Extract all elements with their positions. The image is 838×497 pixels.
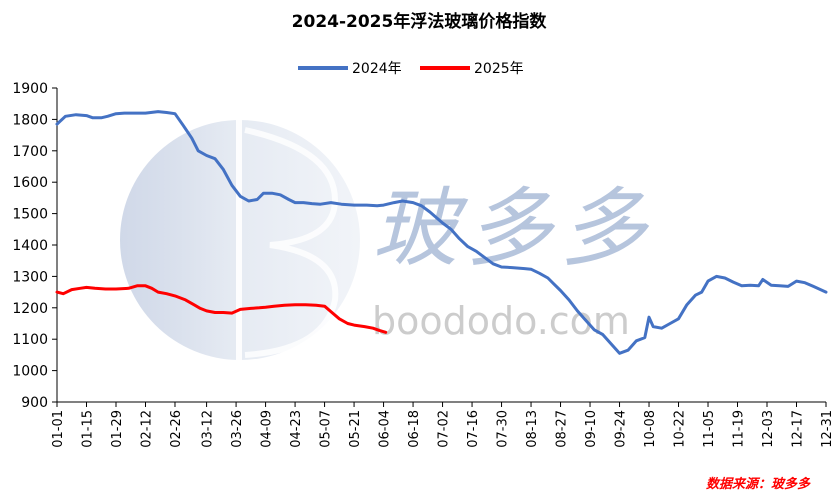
x-tick-label: 01-01: [51, 410, 66, 448]
series-layer: [55, 110, 828, 355]
x-tick-label: 04-23: [289, 410, 304, 448]
y-ticks: 900 1000 1100 1200 1300 1400 1500 1600 1700 1800 1…: [12, 81, 57, 411]
chart-title: 2024-2025年浮法玻璃价格指数: [292, 11, 548, 32]
series-line-2025: [55, 284, 388, 334]
x-tick-label: 12-17: [791, 410, 806, 448]
legend-label-2024: 2024年: [352, 61, 402, 77]
legend-label-2025: 2025年: [474, 61, 524, 77]
x-tick-label: 07-16: [466, 410, 481, 448]
series-line-2024: [55, 110, 828, 355]
y-tick-label: 1100: [12, 332, 48, 348]
x-tick-label: 01-15: [80, 410, 95, 448]
x-tick-label: 08-27: [555, 410, 570, 448]
x-tick-label: 11-19: [732, 410, 747, 448]
y-tick-label: 1000: [12, 364, 48, 380]
y-tick-label: 1900: [12, 81, 48, 97]
x-tick-label: 09-24: [614, 410, 629, 448]
watermark-logo: [120, 108, 360, 373]
y-tick-label: 1200: [12, 301, 48, 317]
x-ticks: 01-01 01-15 01-29 02-12 02-26 03-12 03-26 04-09…: [51, 402, 835, 448]
y-tick-label: 1300: [12, 269, 48, 285]
x-tick-label: 10-08: [643, 410, 658, 448]
x-tick-label: 10-22: [673, 410, 688, 448]
x-tick-label: 06-18: [407, 410, 422, 448]
y-tick-label: 1600: [12, 175, 48, 191]
x-tick-label: 02-26: [169, 410, 184, 448]
x-tick-label: 04-09: [260, 410, 275, 448]
x-tick-label: 01-29: [110, 410, 125, 448]
watermark-en: boododo.com: [372, 299, 630, 343]
x-tick-label: 06-04: [378, 410, 393, 448]
x-tick-label: 07-02: [437, 410, 452, 448]
legend: 2024年 2025年: [298, 61, 524, 77]
y-tick-label: 1400: [12, 238, 48, 254]
x-tick-label: 11-05: [702, 410, 717, 448]
x-tick-label: 05-21: [348, 410, 363, 448]
x-tick-label: 05-07: [319, 410, 334, 448]
x-tick-label: 03-26: [230, 410, 245, 448]
y-tick-label: 900: [21, 395, 48, 411]
x-tick-label: 08-13: [525, 410, 540, 448]
x-tick-label: 02-12: [139, 410, 154, 448]
y-tick-label: 1700: [12, 144, 48, 160]
x-tick-label: 12-31: [820, 410, 835, 448]
y-tick-label: 1500: [12, 207, 48, 223]
x-tick-label: 03-12: [201, 410, 216, 448]
x-tick-label: 07-30: [496, 410, 511, 448]
source-note: 数据来源：玻多多: [706, 476, 811, 492]
y-tick-label: 1800: [12, 112, 48, 128]
x-tick-label: 09-10: [584, 410, 599, 448]
watermark-cn: 玻多多: [372, 179, 654, 279]
x-tick-label: 12-03: [761, 410, 776, 448]
